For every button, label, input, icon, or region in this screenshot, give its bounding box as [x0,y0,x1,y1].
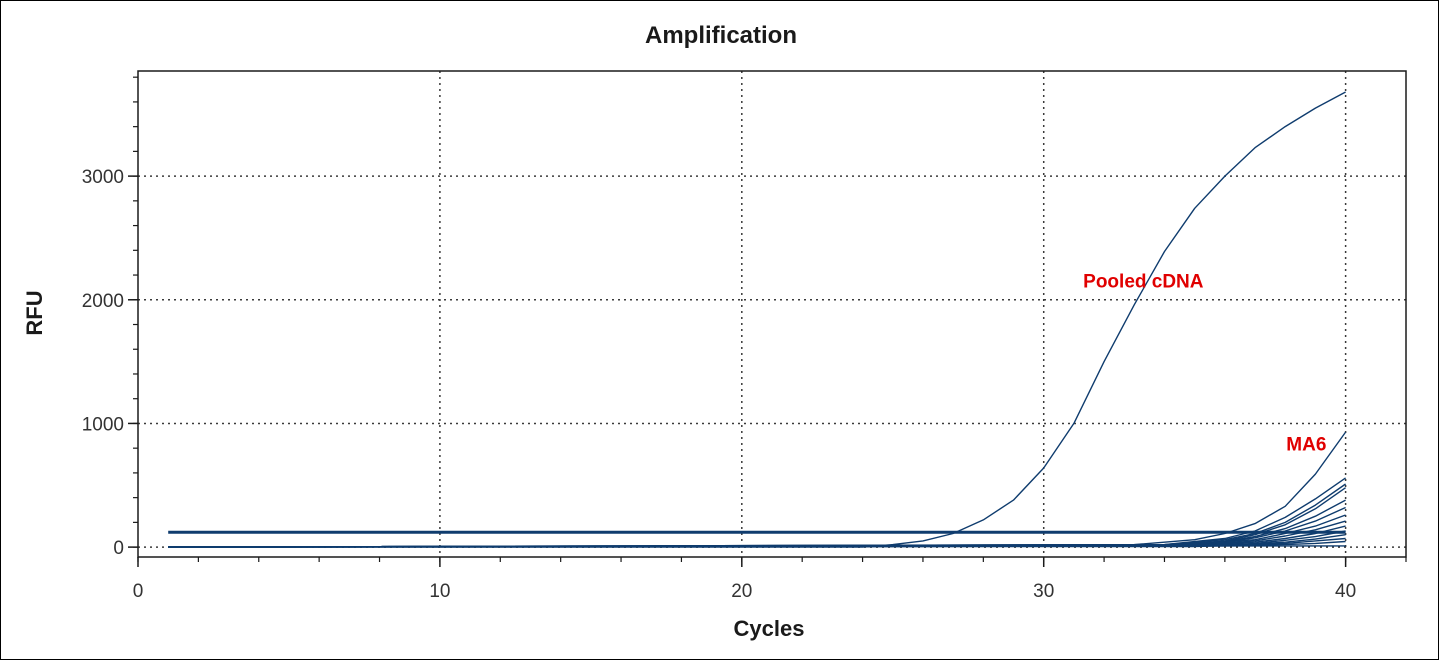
x-tick-label: 20 [731,581,752,602]
x-tick-label: 30 [1033,581,1054,602]
x-tick-label: 10 [429,581,450,602]
y-tick-label: 3000 [82,167,124,188]
series-line [168,477,1346,548]
y-axis-title: RFU [22,290,47,335]
axis-ticks: 0 10 20 30 40 0 1000 2000 3000 [82,76,1407,602]
x-axis-title: Cycles [734,616,805,641]
series-lines [168,91,1347,548]
grid [138,71,1406,557]
series-line [168,483,1347,548]
series-line [168,431,1347,548]
series-line [168,91,1346,548]
series-line [168,545,1346,548]
y-tick-label: 2000 [82,291,124,312]
annotation-label: MA6 [1286,435,1326,456]
chart-title: Amplification [645,22,797,49]
series-line [168,487,1347,548]
x-tick-label: 40 [1335,581,1356,602]
series-line [168,520,1346,548]
y-tick-label: 1000 [82,414,124,435]
x-tick-label: 0 [133,581,144,602]
y-tick-label: 0 [113,538,124,559]
series-line [168,499,1346,548]
plot-area-border [137,70,1407,558]
annotation-label: Pooled cDNA [1083,271,1204,292]
annotations: Pooled cDNA MA6 [1083,271,1326,455]
